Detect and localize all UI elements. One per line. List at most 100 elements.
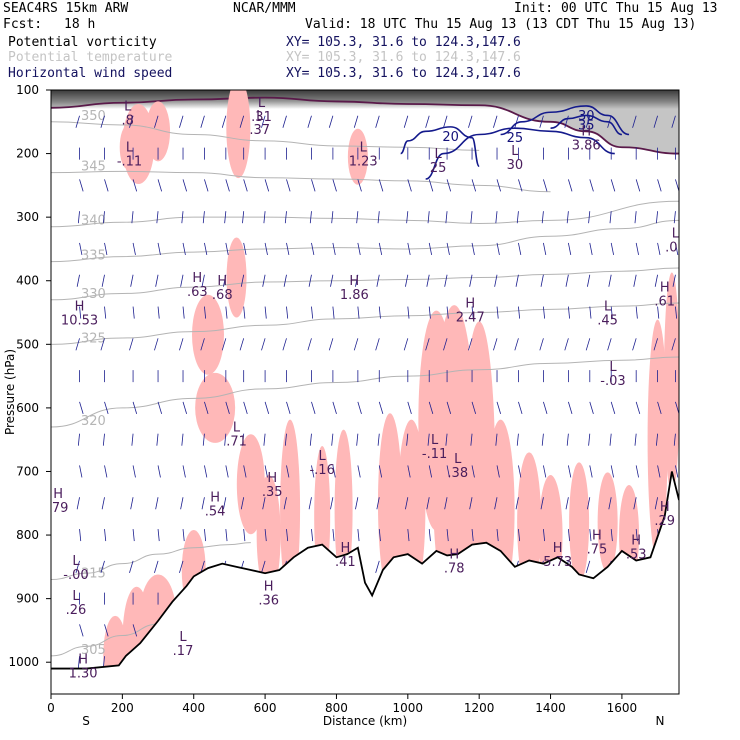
wind-vector-arrow (357, 465, 361, 478)
wind-vector-arrow (496, 465, 500, 478)
wind-vector-arrow (225, 401, 230, 415)
wind-vector-arrow (311, 401, 316, 415)
wind-vector-arrow (243, 401, 248, 415)
wind-vector-arrow (496, 529, 499, 542)
wind-vector-arrow (587, 497, 591, 510)
wind-vector-arrow (204, 529, 207, 542)
wind-vector-arrow (675, 401, 679, 415)
pv-extremum-value: 5.73 (543, 555, 572, 570)
wind-vector-arrow (264, 529, 267, 542)
wind-vector-arrow (427, 433, 430, 446)
pv-extremum-type: L (360, 141, 368, 156)
tropopause-shade (51, 90, 679, 154)
wind-vector-arrow (585, 338, 591, 351)
wind-vector-arrow (282, 115, 287, 128)
wind-vector-arrow (471, 179, 477, 192)
wind-vector-arrow (204, 401, 209, 415)
wind-vector-arrow (79, 179, 84, 192)
wind-vector-arrow (426, 497, 430, 510)
model-label: SEAC4RS 15km ARW (3, 1, 129, 16)
wind-speed-contour-line (550, 114, 623, 136)
wind-vector-arrow (332, 179, 337, 192)
wind-vector-arrow (225, 529, 228, 542)
wind-vector-arrow (588, 433, 591, 446)
institution-label: NCAR/MMM (233, 1, 296, 16)
wind-vector-arrow (496, 179, 502, 192)
wind-vector-arrow (673, 433, 676, 446)
pv-shade-blob (334, 429, 353, 590)
wind-vector-arrow (332, 306, 335, 319)
wind-vector-arrow (225, 179, 230, 192)
wind-vector-arrow (635, 242, 639, 256)
pv-shade-blob (280, 419, 301, 600)
wind-vector-arrow (471, 529, 474, 542)
theta-contour-label: 305 (81, 643, 106, 658)
theta-contour-label: 325 (81, 331, 106, 346)
theta-contour-line (51, 219, 679, 263)
wind-vector-arrow (264, 179, 270, 192)
wind-vector-arrow (311, 242, 315, 256)
wind-vector-arrow (540, 274, 544, 287)
wind-vector-arrow (407, 465, 411, 478)
pv-shade-blob (226, 90, 251, 179)
y-axis-title: Pressure (hPa) (3, 349, 17, 435)
valid-time-label: Valid: 18 UTC Thu 15 Aug 13 (13 CDT Thu … (305, 17, 697, 32)
wind-vector-arrow (543, 306, 546, 319)
pv-shade-blob (236, 434, 265, 535)
wind-vector-arrow (155, 274, 159, 287)
theta-contour-label: 340 (81, 214, 106, 229)
wind-vector-arrow (330, 274, 334, 287)
wind-vector-arrow (468, 115, 473, 128)
wind-vector-arrow (377, 211, 380, 224)
pv-extremum-value: .68 (212, 288, 233, 303)
wind-vector-arrow (425, 338, 430, 351)
plot-frame (50, 89, 680, 695)
wind-vector-arrow (407, 179, 412, 192)
wind-vector-arrow (179, 115, 184, 128)
x-axis-tick-label: 800 (325, 701, 348, 715)
wind-vector-arrow (202, 211, 205, 224)
wind-vector-arrow (284, 211, 287, 224)
pv-extremum-type: L (124, 99, 132, 114)
wind-vector-arrow (286, 179, 291, 192)
wind-vector-arrow (157, 465, 161, 478)
wind-vector-arrow (633, 274, 637, 287)
pv-extremum-type: L (454, 452, 462, 467)
wind-vector-arrow (239, 338, 245, 351)
wind-vector-arrow (565, 274, 569, 287)
wind-vector-arrow (516, 211, 519, 224)
wind-vector-arrow (311, 179, 316, 192)
wind-vector-arrow (102, 211, 105, 224)
wind-vector-arrow (286, 306, 289, 319)
wind-vector-arrow (444, 274, 448, 287)
wind-vector-arrow (518, 529, 521, 542)
pv-shade-blob (597, 472, 618, 573)
wind-vector-arrow (261, 115, 266, 128)
wind-vector-arrow (675, 242, 679, 256)
pv-extremum-type: L (233, 420, 241, 435)
wind-vector-arrow (543, 465, 547, 478)
wind-vector-arrow (657, 179, 662, 192)
pv-extremum-type: H (267, 471, 277, 486)
wind-vector-arrow (657, 465, 661, 478)
wind-vector-arrow (672, 274, 676, 287)
wind-vector-arrow (635, 179, 641, 192)
wind-vector-arrow (378, 242, 383, 256)
wind-vector-arrow (403, 115, 409, 128)
wind-vector-arrow (471, 401, 477, 415)
wind-vector-arrow (101, 274, 105, 287)
wind-speed-contour-line (400, 126, 480, 168)
theta-contour-line (51, 267, 679, 301)
wind-vector-arrow (655, 433, 658, 446)
wind-vector-arrow (608, 497, 612, 510)
wind-vector-arrow (331, 433, 334, 446)
wind-vector-arrow (200, 560, 205, 573)
wind-vector-arrow (239, 115, 245, 128)
wind-vector-arrow (180, 274, 184, 287)
wind-vector-arrow (495, 433, 498, 446)
pv-extremum-type: H (581, 125, 591, 140)
wind-vector-arrow (357, 529, 360, 542)
wind-vector-arrow (77, 656, 80, 669)
wind-vector-arrow (201, 274, 205, 287)
